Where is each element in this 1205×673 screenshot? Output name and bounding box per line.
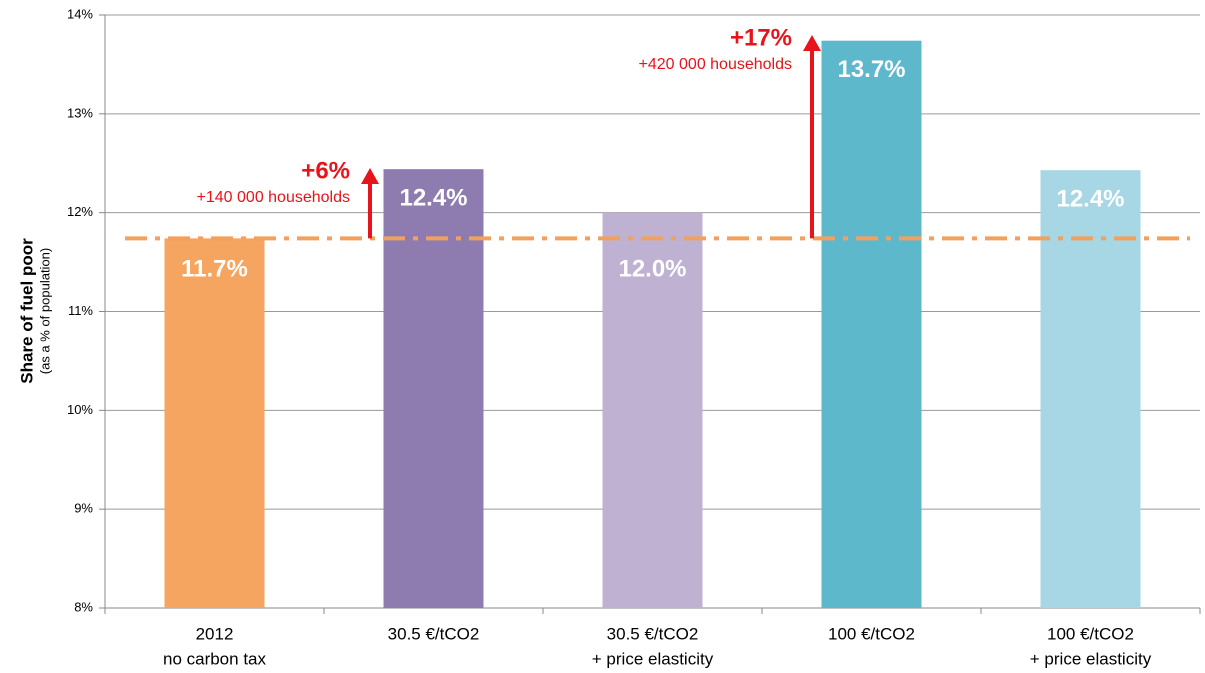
annotation-households: +140 000 households — [197, 189, 350, 206]
y-tick-label: 10% — [67, 402, 93, 417]
y-tick-label: 11% — [68, 303, 93, 318]
arrow-head — [803, 35, 821, 51]
value-label: 11.7% — [181, 256, 248, 283]
x-tick-label: 2012 — [196, 624, 234, 643]
bar — [821, 40, 922, 609]
y-tick-label: 8% — [74, 599, 93, 614]
x-tick-label: 30.5 €/tCO2 — [388, 624, 480, 643]
y-tick-label: 13% — [67, 105, 93, 120]
annotation-change: +6% — [301, 157, 350, 184]
x-tick-label: + price elasticity — [1030, 649, 1152, 668]
value-label: 12.4% — [399, 185, 467, 212]
bar — [164, 238, 265, 608]
x-tick-label: 100 €/tCO2 — [1047, 624, 1134, 643]
bar — [602, 212, 703, 608]
x-tick-label: + price elasticity — [592, 649, 714, 668]
value-label: 12.0% — [618, 256, 686, 283]
bar — [1040, 170, 1141, 608]
y-sublabel: (as a % of population) — [37, 248, 52, 374]
x-tick-label: no carbon tax — [163, 649, 267, 668]
y-tick-label: 12% — [67, 204, 93, 219]
value-label: 12.4% — [1056, 186, 1124, 213]
y-tick-label: 9% — [74, 501, 93, 516]
annotation-households: +420 000 households — [639, 56, 792, 73]
x-tick-label: 30.5 €/tCO2 — [607, 624, 699, 643]
y-label: Share of fuel poor — [17, 238, 36, 384]
x-tick-label: 100 €/tCO2 — [828, 624, 915, 643]
bar — [383, 169, 484, 608]
annotation-change: +17% — [730, 24, 792, 51]
y-axis-title: Share of fuel poor (as a % of population… — [17, 238, 52, 384]
y-tick-label: 14% — [67, 6, 93, 21]
arrow-head — [361, 168, 379, 184]
value-label: 13.7% — [837, 56, 905, 83]
